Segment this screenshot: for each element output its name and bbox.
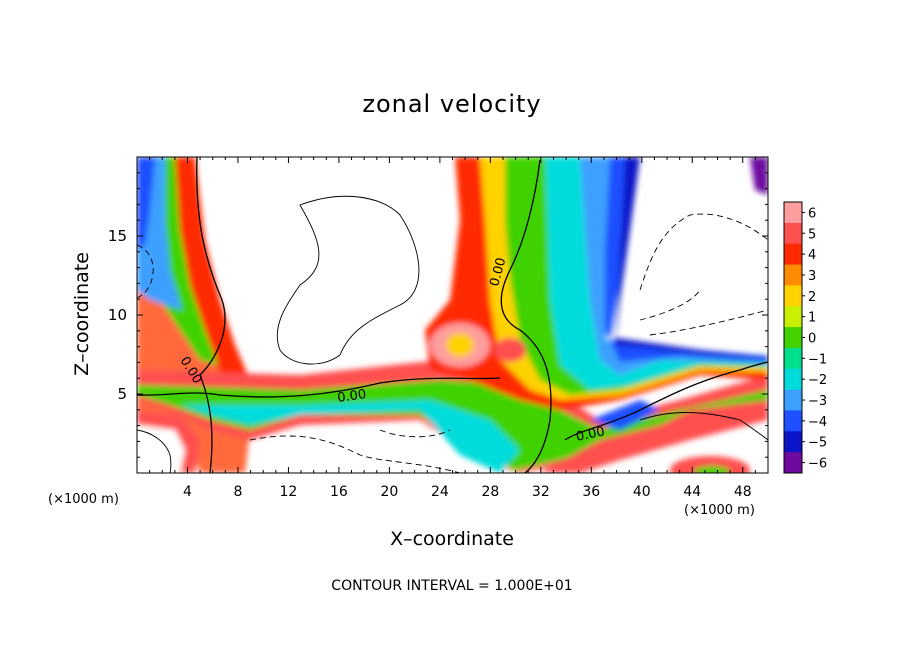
colorbar-swatch [784, 202, 802, 224]
y-tick-label: 15 [108, 227, 127, 245]
dashed-contours [137, 213, 768, 473]
contour-label-4: 0.00 [575, 424, 606, 445]
colorbar-swatch [784, 285, 802, 307]
chart-title: zonal velocity [362, 90, 542, 118]
x-tick-label: 32 [532, 484, 550, 500]
thin-contours [137, 195, 768, 473]
colorbar-label: 0 [808, 332, 816, 347]
x-tick-label: 44 [683, 484, 701, 500]
colorbar-swatch [784, 452, 802, 474]
colorbar-swatch [784, 222, 802, 245]
colorbar-label: 3 [808, 269, 816, 284]
x-tick-label: 28 [481, 484, 499, 500]
colorbar-swatch [784, 327, 802, 349]
colorbar-label: 5 [808, 227, 816, 242]
colorbar-label: −6 [808, 457, 827, 472]
x-tick-label: 8 [233, 484, 242, 500]
colorbar-label: 1 [808, 311, 816, 326]
x-unit-left: (×1000 m) [48, 492, 119, 507]
colorbar-swatch [784, 389, 802, 411]
colorbar-label: −3 [808, 394, 827, 409]
colorbar-label: 6 [808, 206, 816, 221]
y-tick-label: 10 [108, 306, 127, 324]
colorbar-swatch [784, 410, 802, 432]
x-tick-label: 12 [280, 484, 298, 500]
colorbar-swatch [784, 306, 802, 328]
heatmap-field: 0.00 0.00 0.00 0.00 [137, 157, 768, 473]
x-tick-label: 16 [330, 484, 348, 500]
x-tick-label: 48 [734, 484, 752, 500]
colorbar-label: −2 [808, 373, 827, 388]
x-tick-label: 24 [431, 484, 449, 500]
contour-interval-note: CONTOUR INTERVAL = 1.000E+01 [331, 578, 573, 594]
x-ticks: 4 8 12 16 20 24 28 32 36 40 44 48 [149, 157, 756, 500]
colorbar-label: −5 [808, 436, 827, 451]
x-tick-label: 4 [183, 484, 192, 500]
zero-contours [137, 157, 768, 473]
x-unit-right: (×1000 m) [684, 503, 755, 518]
y-tick-label: 5 [117, 385, 127, 403]
x-axis-label: X–coordinate [390, 528, 514, 550]
x-tick-label: 20 [380, 484, 398, 500]
contour-label-2: 0.00 [336, 387, 367, 406]
y-ticks: 5 10 15 [108, 172, 768, 458]
colorbar: 6 5 4 3 2 1 0 −1 −2 −3 −4 −5 −6 [783, 201, 827, 474]
colorbar-label: 4 [808, 248, 816, 263]
colorbar-label: 2 [808, 290, 816, 305]
colorbar-label: −4 [808, 415, 827, 430]
contour-label-1: 0.00 [487, 256, 509, 288]
colorbar-swatch [784, 347, 802, 370]
colorbar-swatch [784, 368, 802, 391]
colorbar-swatch [784, 264, 802, 286]
colorbar-swatch [784, 243, 802, 266]
x-tick-label: 40 [633, 484, 651, 500]
colorbar-label: −1 [808, 352, 827, 367]
x-tick-label: 36 [582, 484, 600, 500]
colorbar-swatch [784, 431, 802, 453]
